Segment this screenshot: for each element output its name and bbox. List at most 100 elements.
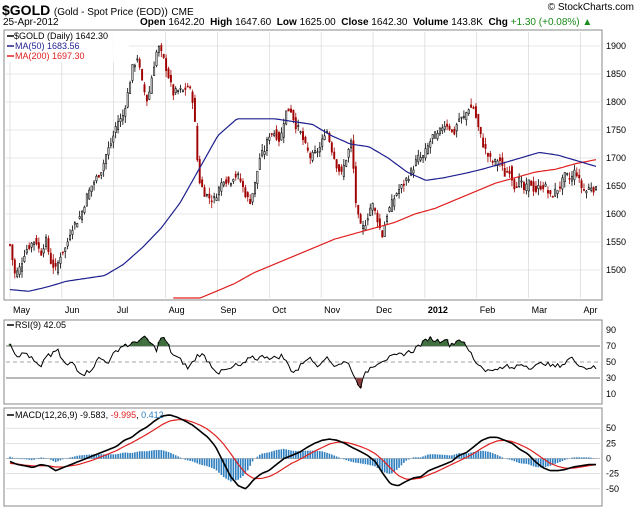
candle-body xyxy=(64,247,67,252)
candle-body xyxy=(559,186,561,189)
price-tick-label: 1750 xyxy=(606,125,626,135)
candle-body xyxy=(129,82,132,94)
candle-body xyxy=(109,143,112,146)
candle-body xyxy=(530,180,533,186)
candle-body xyxy=(417,154,420,163)
candle-body xyxy=(474,106,477,118)
candle-body xyxy=(316,151,319,154)
candle-body xyxy=(222,181,225,186)
candle-body xyxy=(506,171,509,173)
candle-body xyxy=(52,259,55,268)
candle-body xyxy=(306,147,309,151)
candle-body xyxy=(554,188,557,197)
macd-legend-signal: -9.995 xyxy=(111,410,137,420)
candle-body xyxy=(525,183,528,191)
candle-body xyxy=(412,169,415,174)
high-label: High xyxy=(210,17,233,28)
candle-body xyxy=(590,187,593,191)
rsi-legend-text: RSI(9) 42.05 xyxy=(15,320,66,330)
macd-tick-label: 50 xyxy=(606,423,616,433)
candle-body xyxy=(431,134,434,139)
candle-body xyxy=(592,187,595,193)
candle-body xyxy=(169,74,172,83)
candle-body xyxy=(342,164,345,177)
candle-body xyxy=(388,207,391,212)
candle-body xyxy=(174,88,177,94)
candle-body xyxy=(266,139,268,151)
candle-body xyxy=(549,190,552,195)
candle-body xyxy=(450,129,453,132)
rsi-tick-label: 70 xyxy=(606,341,616,351)
candle-body xyxy=(18,266,21,275)
candle-body xyxy=(71,230,74,235)
candle-body xyxy=(486,152,489,157)
candle-body xyxy=(93,181,96,185)
candle-body xyxy=(414,159,417,166)
candle-body xyxy=(484,144,487,149)
candle-body xyxy=(498,157,501,161)
candle-body xyxy=(160,45,163,52)
candle-body xyxy=(587,187,590,190)
candle-body xyxy=(143,84,146,93)
low-value: 1625.00 xyxy=(299,17,336,28)
candle-body xyxy=(126,92,129,108)
chg-up-arrow-icon: ▲ xyxy=(582,17,593,28)
candle-body xyxy=(49,252,52,264)
candle-body xyxy=(400,184,403,189)
month-label: Jul xyxy=(117,305,129,315)
candle-body xyxy=(191,91,194,103)
price-tick-label: 1500 xyxy=(606,265,626,275)
month-axis: May Jun Jul Aug Sep Oct Nov Dec 2012 Feb Mar Apr xyxy=(13,305,597,315)
candle-body xyxy=(583,189,585,191)
legend-ma50: MA(50) 1683.56 xyxy=(15,41,80,51)
ohlc-summary: Open 1642.20 High 1647.60 Low 1625.00 Cl… xyxy=(140,17,592,28)
candle-body xyxy=(21,263,23,272)
candle-body xyxy=(513,179,516,190)
candle-body xyxy=(489,153,492,157)
rsi-legend: RSI(9) 42.05 xyxy=(7,320,66,330)
candle-body xyxy=(275,129,278,140)
candle-body xyxy=(407,179,410,181)
candle-body xyxy=(508,170,511,174)
rsi-y-axis: 10 30 50 70 90 xyxy=(606,325,616,399)
open-value: 1642.20 xyxy=(168,17,205,28)
candle-body xyxy=(114,126,117,133)
candle-body xyxy=(448,125,451,130)
candle-body xyxy=(446,123,449,127)
candle-body xyxy=(121,115,124,121)
candle-body xyxy=(261,149,264,157)
candle-body xyxy=(100,172,103,176)
chg-value: +1.30 (+0.08%) xyxy=(510,17,580,28)
candle-body xyxy=(510,166,513,181)
candle-body xyxy=(297,125,300,127)
candle-body xyxy=(54,262,57,267)
candle-body xyxy=(258,158,261,170)
candle-body xyxy=(254,181,256,195)
candle-body xyxy=(290,108,292,113)
close-value: 1642.30 xyxy=(371,17,408,28)
candle-body xyxy=(227,176,230,183)
candle-body xyxy=(398,189,401,194)
candle-body xyxy=(59,256,62,264)
candle-body xyxy=(263,151,266,155)
candle-body xyxy=(371,203,374,211)
candle-body xyxy=(532,181,535,192)
candle-body xyxy=(117,121,120,130)
candle-body xyxy=(35,237,38,245)
svg-text:MACD(12,26,9) -9.583,: MACD(12,26,9) -9.583, -9.995, 0.412 xyxy=(15,410,164,420)
candle-body xyxy=(66,241,69,247)
month-label: Dec xyxy=(376,305,393,315)
candle-body xyxy=(237,173,240,176)
candle-body xyxy=(568,178,571,180)
candle-body xyxy=(405,177,408,181)
candle-body xyxy=(477,114,480,128)
candle-body xyxy=(359,214,362,224)
candle-body xyxy=(436,133,439,140)
candle-body xyxy=(280,132,283,141)
candle-body xyxy=(354,166,357,204)
macd-line xyxy=(9,414,596,490)
candle-body xyxy=(443,125,446,130)
candle-body xyxy=(172,84,175,96)
candle-body xyxy=(270,133,273,135)
candle-body xyxy=(30,242,33,248)
